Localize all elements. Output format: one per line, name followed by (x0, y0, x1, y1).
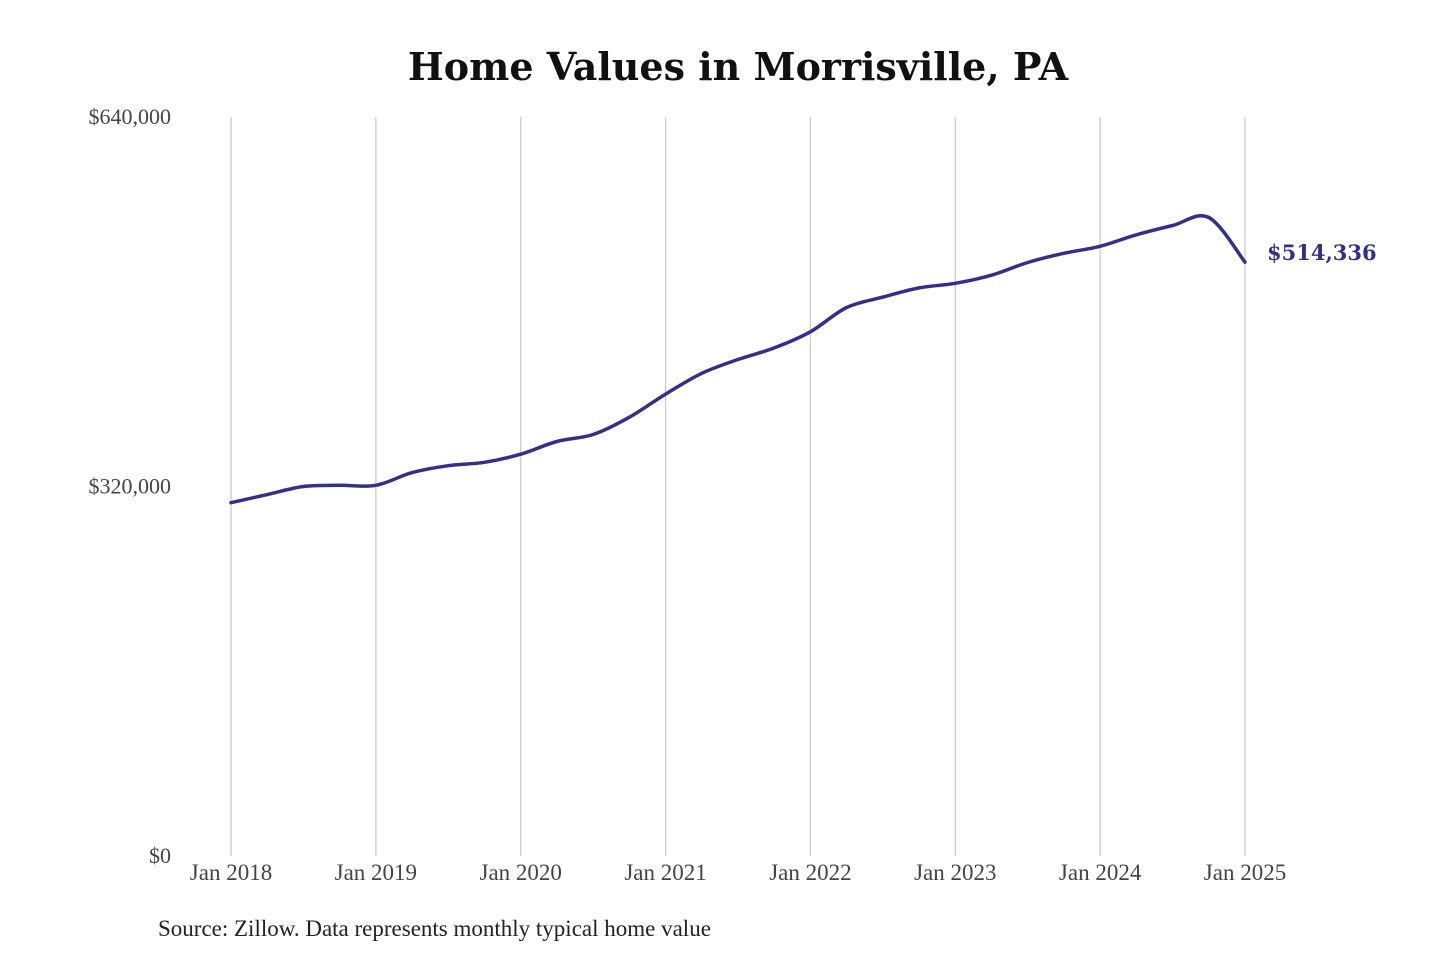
x-tick-label-7: Jan 2025 (1204, 860, 1286, 885)
x-tick-label-6: Jan 2024 (1059, 860, 1142, 885)
end-value-label: $514,336 (1267, 240, 1377, 265)
y-axis-ticks: $0 $320,000 $640,000 (89, 104, 172, 868)
series-layer (229, 214, 1247, 505)
x-tick-label-4: Jan 2022 (769, 860, 851, 885)
x-tick-label-3: Jan 2021 (624, 860, 706, 885)
x-tick-label-0: Jan 2018 (190, 860, 272, 885)
chart-title: Home Values in Morrisville, PA (407, 44, 1069, 89)
x-tick-label-2: Jan 2020 (480, 860, 562, 885)
label-layer: $514,336 (1267, 240, 1377, 265)
y-tick-label-2: $640,000 (89, 104, 172, 129)
y-tick-label-0: $0 (149, 843, 171, 868)
series-line-0 (229, 214, 1247, 505)
x-tick-label-5: Jan 2023 (914, 860, 996, 885)
chart-source: Source: Zillow. Data represents monthly … (158, 916, 711, 941)
x-tick-label-1: Jan 2019 (335, 860, 417, 885)
x-axis-ticks: Jan 2018 Jan 2019 Jan 2020 Jan 2021 Jan 2022… (190, 860, 1286, 885)
y-tick-label-1: $320,000 (89, 474, 172, 499)
gridlines (230, 117, 1246, 856)
